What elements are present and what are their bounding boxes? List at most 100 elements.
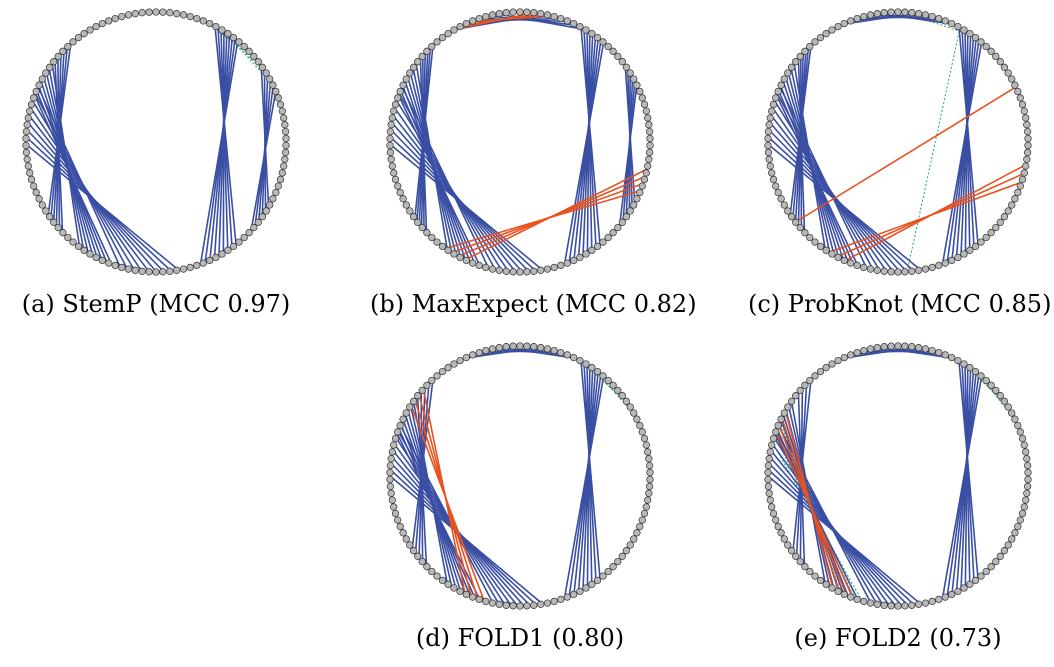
nucleotide-bead — [787, 63, 796, 71]
nucleotide-bead — [599, 38, 607, 46]
nucleotide-bead — [982, 42, 990, 51]
nucleotide-bead — [768, 107, 776, 115]
nucleotide-bead — [206, 256, 214, 265]
correct-pair-line — [964, 366, 969, 588]
nucleotide-bead — [409, 63, 418, 71]
nucleotide-bead — [22, 134, 30, 143]
nucleotide-bead — [563, 259, 571, 267]
nucleotide-bead — [853, 348, 861, 357]
nucleotide-bead — [444, 364, 452, 372]
nucleotide-bead — [22, 148, 31, 157]
nucleotide-bead — [281, 148, 290, 157]
nucleotide-bead — [274, 94, 282, 102]
nucleotide-bead — [86, 250, 94, 258]
nucleotide-bead — [495, 266, 503, 274]
nucleotide-bead — [245, 229, 253, 237]
correct-pair-line — [389, 475, 544, 605]
nucleotide-bead — [1020, 503, 1028, 511]
panel-probknot: (c) ProbKnot (MCC 0.85) — [748, 4, 1051, 324]
nucleotide-bead — [399, 195, 407, 203]
nucleotide-bead — [915, 344, 923, 352]
nucleotide-bead — [32, 87, 40, 96]
nucleotide-bead — [609, 47, 617, 55]
nucleotide-bead — [609, 563, 617, 571]
nucleotide-bead — [780, 409, 788, 417]
caption-stemp: (a) StemP (MCC 0.97) — [21, 290, 291, 318]
nucleotide-bead — [269, 81, 277, 89]
nucleotide-bead — [1023, 461, 1032, 470]
correct-pair-line — [580, 27, 601, 245]
nucleotide-bead — [636, 87, 644, 96]
nucleotide-bead — [482, 12, 490, 21]
nucleotide-bead — [987, 381, 995, 389]
nucleotide-bead — [614, 52, 622, 61]
nucleotide-bead — [593, 576, 602, 585]
nucleotide-bead — [218, 250, 226, 258]
nucleotide-bead — [966, 580, 974, 588]
nucleotide-bead — [30, 94, 38, 102]
nucleotide-bead — [1024, 475, 1032, 484]
nucleotide-bead — [396, 421, 404, 430]
nucleotide-bead — [638, 428, 646, 436]
nucleotide-bead — [954, 253, 962, 262]
nucleotide-bead — [42, 207, 50, 215]
nucleotide-bead — [982, 376, 990, 385]
nucleotide-bead — [765, 455, 773, 463]
nucleotide-bead — [644, 496, 652, 504]
nucleotide-bead — [630, 535, 638, 543]
nucleotide-bead — [262, 207, 270, 215]
nucleotide-bead — [811, 38, 819, 46]
nucleotide-bead — [537, 344, 545, 352]
nucleotide-bead — [86, 26, 94, 34]
nucleotide-bead — [828, 360, 836, 368]
nucleotide-bead — [764, 141, 772, 150]
nucleotide-bead — [212, 253, 220, 262]
nucleotide-bead — [772, 182, 780, 190]
nucleotide-bead — [394, 516, 402, 524]
nucleotide-bead — [593, 242, 602, 251]
nucleotide-bead — [469, 259, 477, 267]
nucleotide-bead — [444, 246, 452, 254]
nucleotide-bead — [1004, 207, 1012, 215]
nucleotide-bead — [992, 52, 1000, 61]
nucleotide-bead — [469, 351, 477, 359]
false-pair-line — [410, 404, 485, 602]
nucleotide-bead — [387, 121, 395, 129]
false-pair-line — [775, 431, 855, 599]
nucleotide-bead — [495, 344, 503, 352]
nucleotide-bead — [928, 263, 936, 272]
nucleotide-bead — [390, 107, 398, 115]
nucleotide-bead — [218, 26, 226, 34]
nucleotide-bead — [396, 87, 404, 96]
nucleotide-bead — [822, 246, 830, 254]
nucleotide-bead — [394, 94, 402, 102]
nucleotide-bead — [388, 162, 396, 170]
nucleotide-bead — [960, 584, 968, 592]
nucleotide-bead — [954, 587, 962, 596]
nucleotide-bead — [801, 229, 809, 237]
nucleotide-bead — [774, 188, 782, 197]
nucleotide-bead — [1004, 403, 1012, 411]
nucleotide-bead — [1022, 448, 1030, 456]
nucleotide-bead — [935, 261, 943, 270]
nucleotide-bead — [928, 12, 936, 21]
arc-diagram-stemp — [22, 8, 290, 276]
nucleotide-bead — [880, 343, 888, 351]
nucleotide-bead — [433, 372, 441, 380]
nucleotide-bead — [212, 22, 220, 31]
nucleotide-bead — [638, 94, 646, 102]
nucleotide-bead — [941, 351, 949, 359]
nucleotide-bead — [866, 345, 875, 353]
nucleotide-bead — [281, 155, 289, 163]
caption-fold2: (e) FOLD2 (0.73) — [794, 624, 1002, 652]
nucleotide-bead — [64, 233, 72, 242]
nucleotide-bead — [173, 266, 181, 274]
nucleotide-bead — [278, 169, 286, 177]
nucleotide-bead — [272, 188, 280, 197]
nucleotide-bead — [847, 593, 855, 601]
nucleotide-bead — [38, 201, 46, 209]
nucleotide-bead — [887, 602, 895, 610]
nucleotide-bead — [80, 30, 88, 38]
nucleotide-bead — [873, 266, 881, 274]
nucleotide-bead — [124, 265, 133, 273]
